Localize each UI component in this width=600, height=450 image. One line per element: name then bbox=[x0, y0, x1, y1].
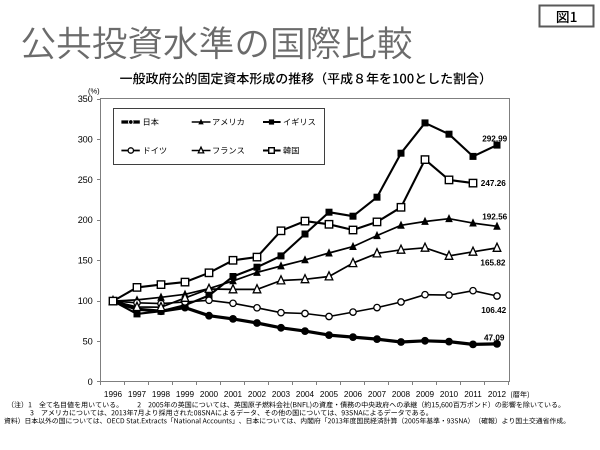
svg-text:106.42: 106.42 bbox=[481, 306, 506, 315]
svg-text:192.56: 192.56 bbox=[482, 213, 507, 222]
svg-text:0: 0 bbox=[88, 377, 93, 387]
svg-text:1998: 1998 bbox=[152, 390, 171, 399]
svg-text:165.82: 165.82 bbox=[480, 259, 505, 268]
svg-text:2001: 2001 bbox=[224, 390, 243, 399]
svg-text:100: 100 bbox=[78, 296, 93, 306]
svg-text:2006: 2006 bbox=[344, 390, 363, 399]
svg-text:1997: 1997 bbox=[128, 390, 147, 399]
svg-text:2007: 2007 bbox=[368, 390, 387, 399]
svg-text:2004: 2004 bbox=[296, 390, 315, 399]
svg-text:1996: 1996 bbox=[104, 390, 123, 399]
svg-text:247.26: 247.26 bbox=[481, 179, 506, 188]
svg-text:2002: 2002 bbox=[248, 390, 267, 399]
svg-text:2005: 2005 bbox=[320, 390, 339, 399]
svg-text:(%): (%) bbox=[88, 87, 100, 96]
svg-text:2010: 2010 bbox=[440, 390, 459, 399]
svg-text:2011: 2011 bbox=[464, 390, 482, 399]
svg-text:2012: 2012 bbox=[488, 390, 507, 399]
svg-text:2000: 2000 bbox=[200, 390, 219, 399]
svg-text:300: 300 bbox=[78, 134, 93, 144]
svg-text:2003: 2003 bbox=[272, 390, 291, 399]
svg-text:2008: 2008 bbox=[392, 390, 411, 399]
svg-text:47.09: 47.09 bbox=[484, 333, 505, 342]
svg-text:250: 250 bbox=[78, 175, 93, 185]
svg-text:1999: 1999 bbox=[176, 390, 195, 399]
svg-text:292.99: 292.99 bbox=[482, 135, 507, 144]
svg-text:200: 200 bbox=[78, 215, 93, 225]
svg-text:150: 150 bbox=[78, 256, 93, 266]
svg-text:50: 50 bbox=[83, 337, 93, 347]
svg-text:350: 350 bbox=[78, 94, 93, 104]
svg-text:2009: 2009 bbox=[416, 390, 435, 399]
